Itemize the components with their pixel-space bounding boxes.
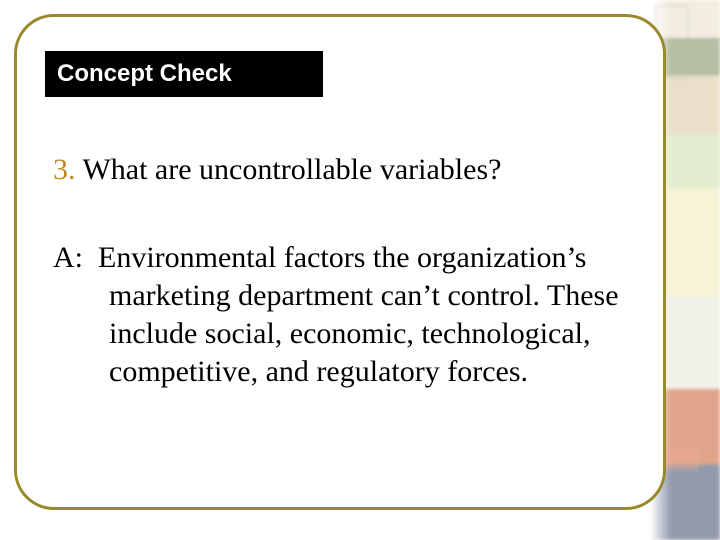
question-text: What are uncontrollable variables?	[82, 153, 501, 186]
answer-label: A:	[53, 241, 83, 274]
question-line: 3. What are uncontrollable variables?	[53, 153, 627, 187]
concept-check-heading: Concept Check	[45, 51, 323, 97]
answer-text: Environmental factors the organization’s…	[98, 241, 619, 388]
question-number: 3.	[53, 153, 76, 186]
slide: Concept Check 3. What are uncontrollable…	[0, 0, 720, 540]
content-card: Concept Check 3. What are uncontrollable…	[14, 14, 666, 510]
answer-block: A: Environmental factors the organizatio…	[53, 239, 627, 391]
